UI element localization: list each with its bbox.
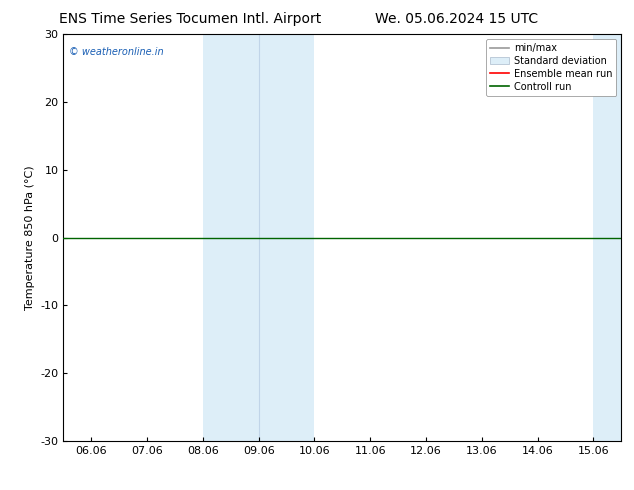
Bar bbox=[621, 34, 634, 441]
Bar bbox=[259, 34, 314, 441]
Y-axis label: Temperature 850 hPa (°C): Temperature 850 hPa (°C) bbox=[25, 165, 35, 310]
Bar bbox=[593, 34, 621, 441]
Text: ENS Time Series Tocumen Intl. Airport: ENS Time Series Tocumen Intl. Airport bbox=[59, 12, 321, 26]
Legend: min/max, Standard deviation, Ensemble mean run, Controll run: min/max, Standard deviation, Ensemble me… bbox=[486, 39, 616, 96]
Bar bbox=[203, 34, 259, 441]
Text: © weatheronline.in: © weatheronline.in bbox=[69, 47, 164, 56]
Text: We. 05.06.2024 15 UTC: We. 05.06.2024 15 UTC bbox=[375, 12, 538, 26]
